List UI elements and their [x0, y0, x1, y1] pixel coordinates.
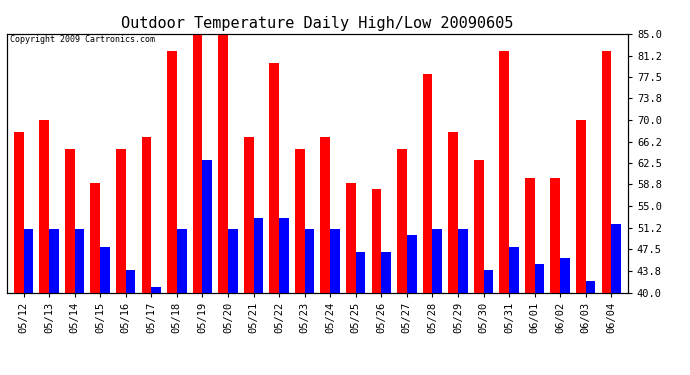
Bar [560, 258, 570, 292]
Bar [397, 149, 407, 292]
Bar [75, 229, 84, 292]
Text: Copyright 2009 Cartronics.com: Copyright 2009 Cartronics.com [10, 35, 155, 44]
Bar [141, 137, 151, 292]
Bar [433, 229, 442, 292]
Bar [602, 51, 611, 292]
Bar [611, 224, 621, 292]
Bar [535, 264, 544, 292]
Bar [65, 149, 75, 292]
Bar [202, 160, 212, 292]
Bar [372, 189, 382, 292]
Bar [448, 132, 458, 292]
Bar [356, 252, 366, 292]
Bar [484, 270, 493, 292]
Bar [228, 229, 237, 292]
Bar [551, 177, 560, 292]
Bar [151, 287, 161, 292]
Bar [279, 218, 289, 292]
Bar [407, 235, 417, 292]
Bar [167, 51, 177, 292]
Title: Outdoor Temperature Daily High/Low 20090605: Outdoor Temperature Daily High/Low 20090… [121, 16, 513, 31]
Bar [295, 149, 304, 292]
Bar [474, 160, 484, 292]
Bar [320, 137, 331, 292]
Bar [244, 137, 253, 292]
Bar [331, 229, 340, 292]
Bar [177, 229, 186, 292]
Bar [500, 51, 509, 292]
Bar [458, 229, 468, 292]
Bar [100, 246, 110, 292]
Bar [269, 63, 279, 292]
Bar [116, 149, 126, 292]
Bar [23, 229, 33, 292]
Bar [193, 34, 202, 292]
Bar [586, 281, 595, 292]
Bar [90, 183, 100, 292]
Bar [525, 177, 535, 292]
Bar [49, 229, 59, 292]
Bar [253, 218, 263, 292]
Bar [382, 252, 391, 292]
Bar [509, 246, 519, 292]
Bar [39, 120, 49, 292]
Bar [576, 120, 586, 292]
Bar [304, 229, 315, 292]
Bar [126, 270, 135, 292]
Bar [346, 183, 356, 292]
Bar [14, 132, 23, 292]
Bar [423, 74, 433, 292]
Bar [218, 34, 228, 292]
